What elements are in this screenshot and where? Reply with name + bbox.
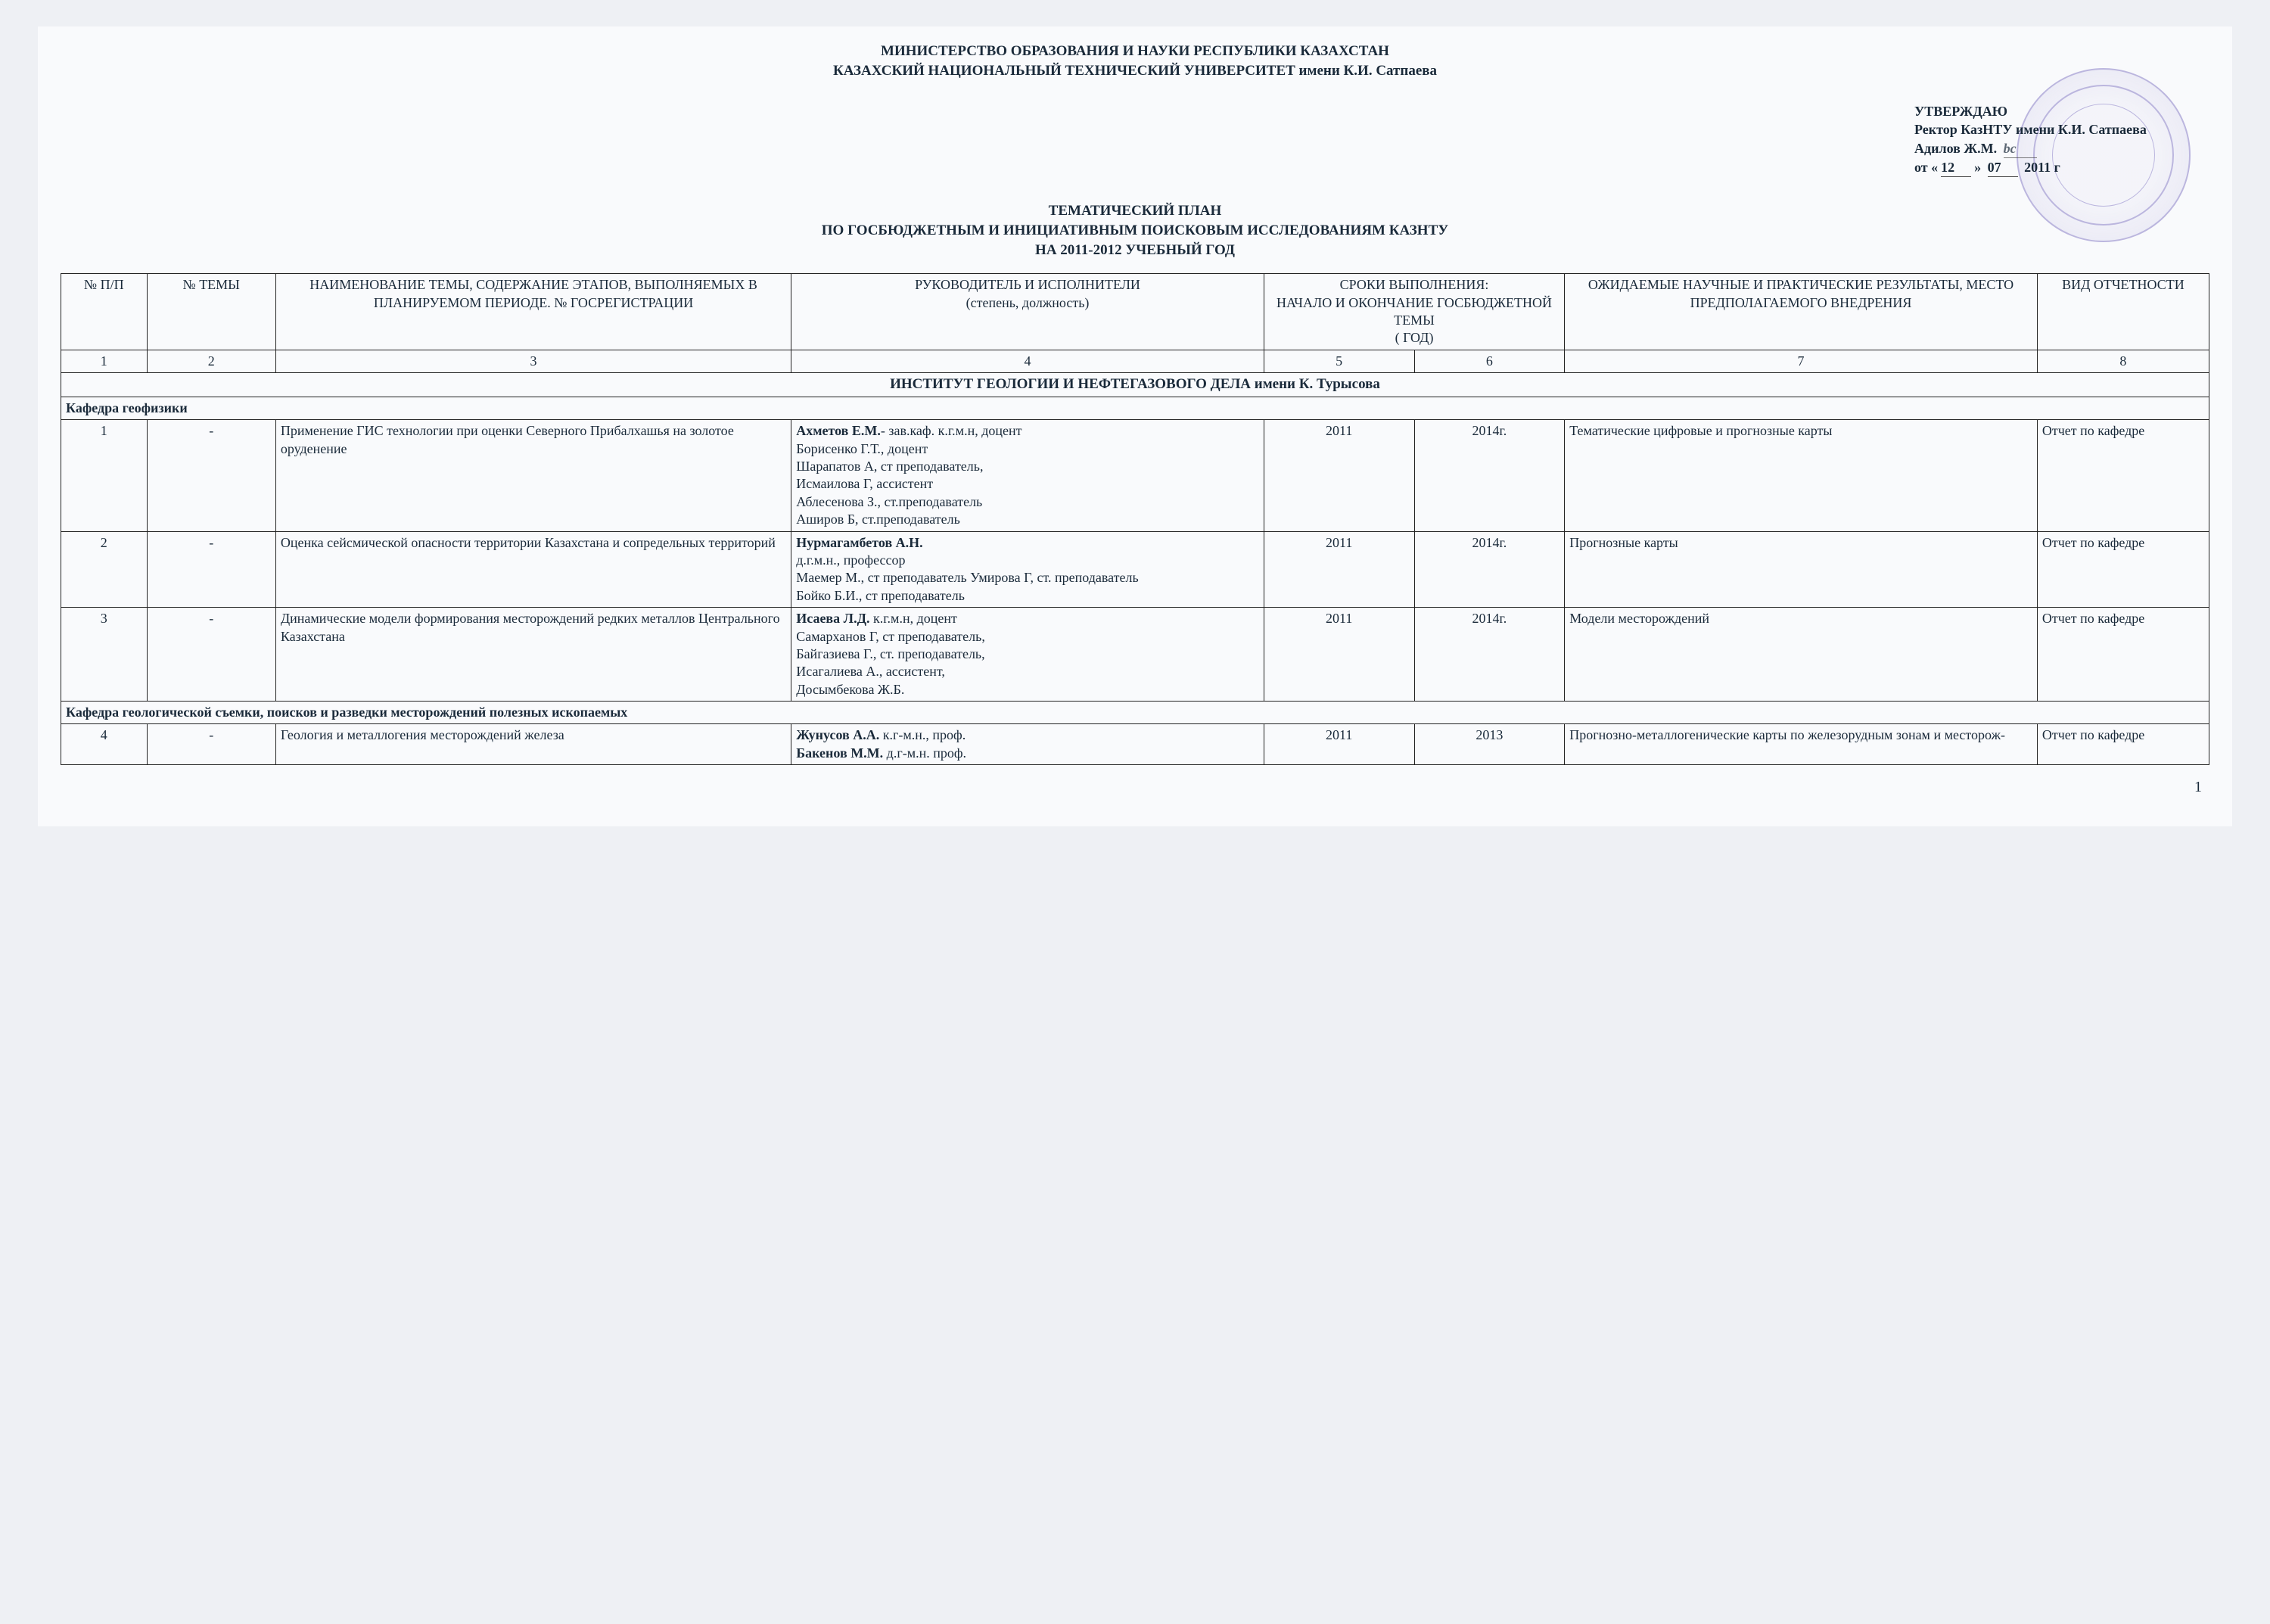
approve-word: УТВЕРЖДАЮ xyxy=(1914,102,2187,120)
title-l1: ТЕМАТИЧЕСКИЙ ПЛАН xyxy=(61,201,2209,221)
col-header-2: № ТЕМЫ xyxy=(147,274,275,350)
plan-table: № П/П № ТЕМЫ НАИМЕНОВАНИЕ ТЕМЫ, СОДЕРЖАН… xyxy=(61,273,2209,765)
dept-geological-survey-row: Кафедра геологической съемки, поисков и … xyxy=(61,702,2209,724)
date-month: 07 xyxy=(1988,158,2018,177)
topic-name: Динамические модели формирования месторо… xyxy=(275,608,791,702)
header-row: № П/П № ТЕМЫ НАИМЕНОВАНИЕ ТЕМЫ, СОДЕРЖАН… xyxy=(61,274,2209,350)
dept-geological-survey: Кафедра геологической съемки, поисков и … xyxy=(61,702,2209,724)
executors: Нурмагамбетов А.Н. д.г.м.н., профессор М… xyxy=(791,531,1264,608)
table-row: 3 - Динамические модели формирования мес… xyxy=(61,608,2209,702)
signature-placeholder: bc xyxy=(2004,139,2037,158)
col-header-8: ВИД ОТЧЕТНОСТИ xyxy=(2037,274,2209,350)
university-line: КАЗАХСКИЙ НАЦИОНАЛЬНЫЙ ТЕХНИЧЕСКИЙ УНИВЕ… xyxy=(61,61,2209,81)
document-page: МИНИСТЕРСТВО ОБРАЗОВАНИЯ И НАУКИ РЕСПУБЛ… xyxy=(38,26,2232,826)
title-block: ТЕМАТИЧЕСКИЙ ПЛАН ПО ГОСБЮДЖЕТНЫМ И ИНИЦ… xyxy=(61,201,2209,260)
date-year: 2011 г xyxy=(2024,160,2060,175)
col-header-7: ОЖИДАЕМЫЕ НАУЧНЫЕ И ПРАКТИЧЕСКИЕ РЕЗУЛЬТ… xyxy=(1565,274,2038,350)
topic-name: Применение ГИС технологии при оценки Сев… xyxy=(275,420,791,531)
page-number: 1 xyxy=(61,779,2209,796)
rector-name: Адилов Ж.М. xyxy=(1914,141,1997,156)
header-block: МИНИСТЕРСТВО ОБРАЗОВАНИЯ И НАУКИ РЕСПУБЛ… xyxy=(61,42,2209,80)
table-row: 1 - Применение ГИС технологии при оценки… xyxy=(61,420,2209,531)
dept-geophysics: Кафедра геофизики xyxy=(61,397,2209,419)
topic-name: Оценка сейсмической опасности территории… xyxy=(275,531,791,608)
title-l3: НА 2011-2012 УЧЕБНЫЙ ГОД xyxy=(61,241,2209,260)
approval-date-line: от «12» 07 2011 г xyxy=(1914,158,2187,177)
date-day: 12 xyxy=(1941,158,1971,177)
table-body: ИНСТИТУТ ГЕОЛОГИИ И НЕФТЕГАЗОВОГО ДЕЛА и… xyxy=(61,373,2209,765)
rector-line: Ректор КазНТУ имени К.И. Сатпаева xyxy=(1914,120,2187,138)
rector-name-line: Адилов Ж.М. bc xyxy=(1914,139,2187,158)
table-row: 2 - Оценка сейсмической опасности террит… xyxy=(61,531,2209,608)
col-header-1: № П/П xyxy=(61,274,148,350)
ministry-line: МИНИСТЕРСТВО ОБРАЗОВАНИЯ И НАУКИ РЕСПУБЛ… xyxy=(61,42,2209,61)
col-header-5-6: СРОКИ ВЫПОЛНЕНИЯ: НАЧАЛО И ОКОНЧАНИЕ ГОС… xyxy=(1264,274,1564,350)
column-number-row: 1 2 3 4 5 6 7 8 xyxy=(61,350,2209,372)
section-institute: ИНСТИТУТ ГЕОЛОГИИ И НЕФТЕГАЗОВОГО ДЕЛА и… xyxy=(61,373,2209,397)
executors: Ахметов Е.М.- зав.каф. к.г.м.н, доцент Б… xyxy=(791,420,1264,531)
dept-geophysics-row: Кафедра геофизики xyxy=(61,397,2209,419)
col-header-3: НАИМЕНОВАНИЕ ТЕМЫ, СОДЕРЖАНИЕ ЭТАПОВ, ВЫ… xyxy=(275,274,791,350)
title-l2: ПО ГОСБЮДЖЕТНЫМ И ИНИЦИАТИВНЫМ ПОИСКОВЫМ… xyxy=(61,221,2209,241)
executors: Жунусов А.А. к.г-м.н., проф. Бакенов М.М… xyxy=(791,724,1264,765)
section-institute-row: ИНСТИТУТ ГЕОЛОГИИ И НЕФТЕГАЗОВОГО ДЕЛА и… xyxy=(61,373,2209,397)
col-header-4: РУКОВОДИТЕЛЬ И ИСПОЛНИТЕЛИ (степень, дол… xyxy=(791,274,1264,350)
approval-block: УТВЕРЖДАЮ Ректор КазНТУ имени К.И. Сатпа… xyxy=(1914,102,2187,177)
table-head: № П/П № ТЕМЫ НАИМЕНОВАНИЕ ТЕМЫ, СОДЕРЖАН… xyxy=(61,274,2209,373)
table-row: 4 - Геология и металлогения месторождени… xyxy=(61,724,2209,765)
executors: Исаева Л.Д. к.г.м.н, доцент Самарханов Г… xyxy=(791,608,1264,702)
topic-name: Геология и металлогения месторождений же… xyxy=(275,724,791,765)
